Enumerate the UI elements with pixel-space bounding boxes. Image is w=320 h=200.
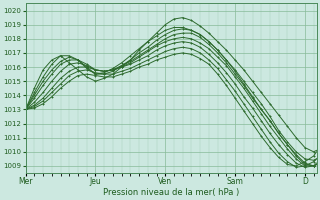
X-axis label: Pression niveau de la mer( hPa ): Pression niveau de la mer( hPa ) — [103, 188, 239, 197]
